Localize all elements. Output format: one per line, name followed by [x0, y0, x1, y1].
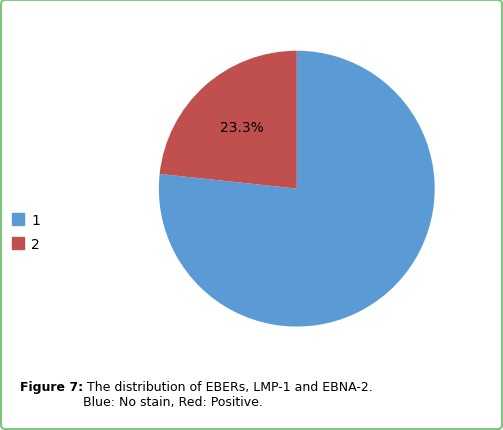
- Wedge shape: [159, 52, 435, 327]
- Text: 23.3%: 23.3%: [220, 121, 264, 135]
- Wedge shape: [159, 52, 297, 189]
- Legend: 1, 2: 1, 2: [12, 213, 40, 251]
- Text: Figure 7:: Figure 7:: [20, 381, 83, 393]
- Text: The distribution of EBERs, LMP-1 and EBNA-2.
Blue: No stain, Red: Positive.: The distribution of EBERs, LMP-1 and EBN…: [83, 381, 373, 408]
